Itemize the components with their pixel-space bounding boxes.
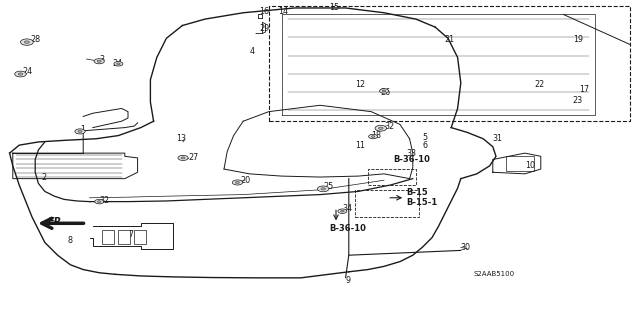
Text: 20: 20 [240,176,250,185]
Circle shape [114,62,123,66]
Circle shape [97,201,101,203]
Bar [134,230,146,244]
Text: 19: 19 [573,35,583,44]
Text: 10: 10 [525,161,535,170]
Bar [506,156,534,171]
Text: 24: 24 [112,59,122,68]
Text: 9: 9 [346,276,351,285]
Text: B-36-10: B-36-10 [330,224,367,233]
Text: 18: 18 [371,131,381,140]
Text: 14: 14 [278,7,289,16]
Circle shape [382,90,386,92]
Text: 7: 7 [128,230,133,239]
Bar [118,230,130,244]
Circle shape [371,136,375,137]
Text: 11: 11 [355,141,365,150]
Circle shape [181,157,185,159]
Circle shape [94,59,104,64]
Text: 26: 26 [381,88,391,97]
Circle shape [369,134,378,139]
Circle shape [116,63,120,65]
Text: FR.: FR. [48,217,66,227]
Text: 5: 5 [422,133,428,142]
Text: 21: 21 [445,35,455,44]
Text: 32: 32 [384,122,394,130]
Text: 8: 8 [67,236,72,245]
Text: 2: 2 [42,173,47,182]
Text: 27: 27 [189,153,199,162]
Text: 16: 16 [259,7,269,16]
Bar [102,230,114,244]
Text: 4: 4 [250,47,255,56]
Circle shape [15,71,26,77]
Text: 32: 32 [99,197,109,205]
Circle shape [24,41,29,43]
Circle shape [95,199,104,204]
Text: 15: 15 [330,4,340,12]
Circle shape [378,127,383,130]
Circle shape [321,188,326,190]
Circle shape [232,180,243,185]
Text: 3: 3 [99,55,104,63]
Text: 23: 23 [573,96,583,105]
Bar [368,169,416,185]
Circle shape [97,60,101,62]
Circle shape [178,155,188,160]
Circle shape [317,186,329,192]
Text: 34: 34 [342,204,353,213]
Text: 22: 22 [534,80,545,89]
Text: 12: 12 [355,80,365,89]
Bar [355,190,419,217]
Text: 13: 13 [176,134,186,143]
Bar [269,6,630,121]
Text: B-15: B-15 [406,189,428,197]
Circle shape [78,130,82,132]
Text: 17: 17 [579,85,589,94]
Circle shape [236,182,239,183]
Circle shape [20,39,33,45]
Circle shape [338,209,347,213]
Text: B-15-1: B-15-1 [406,198,438,207]
Text: 30: 30 [461,243,471,252]
Text: 31: 31 [493,134,503,143]
Text: 1: 1 [80,125,85,134]
Text: 24: 24 [22,67,33,76]
Text: 29: 29 [259,24,269,33]
Circle shape [375,125,387,131]
Text: 28: 28 [31,35,41,44]
Text: 6: 6 [422,141,428,150]
Circle shape [75,129,85,134]
Text: S2AAB5100: S2AAB5100 [474,271,515,277]
Circle shape [340,210,344,212]
Text: B-36-10: B-36-10 [394,155,431,164]
Circle shape [18,73,23,75]
Text: 33: 33 [406,149,417,158]
Text: 25: 25 [323,182,333,191]
Circle shape [380,89,388,93]
